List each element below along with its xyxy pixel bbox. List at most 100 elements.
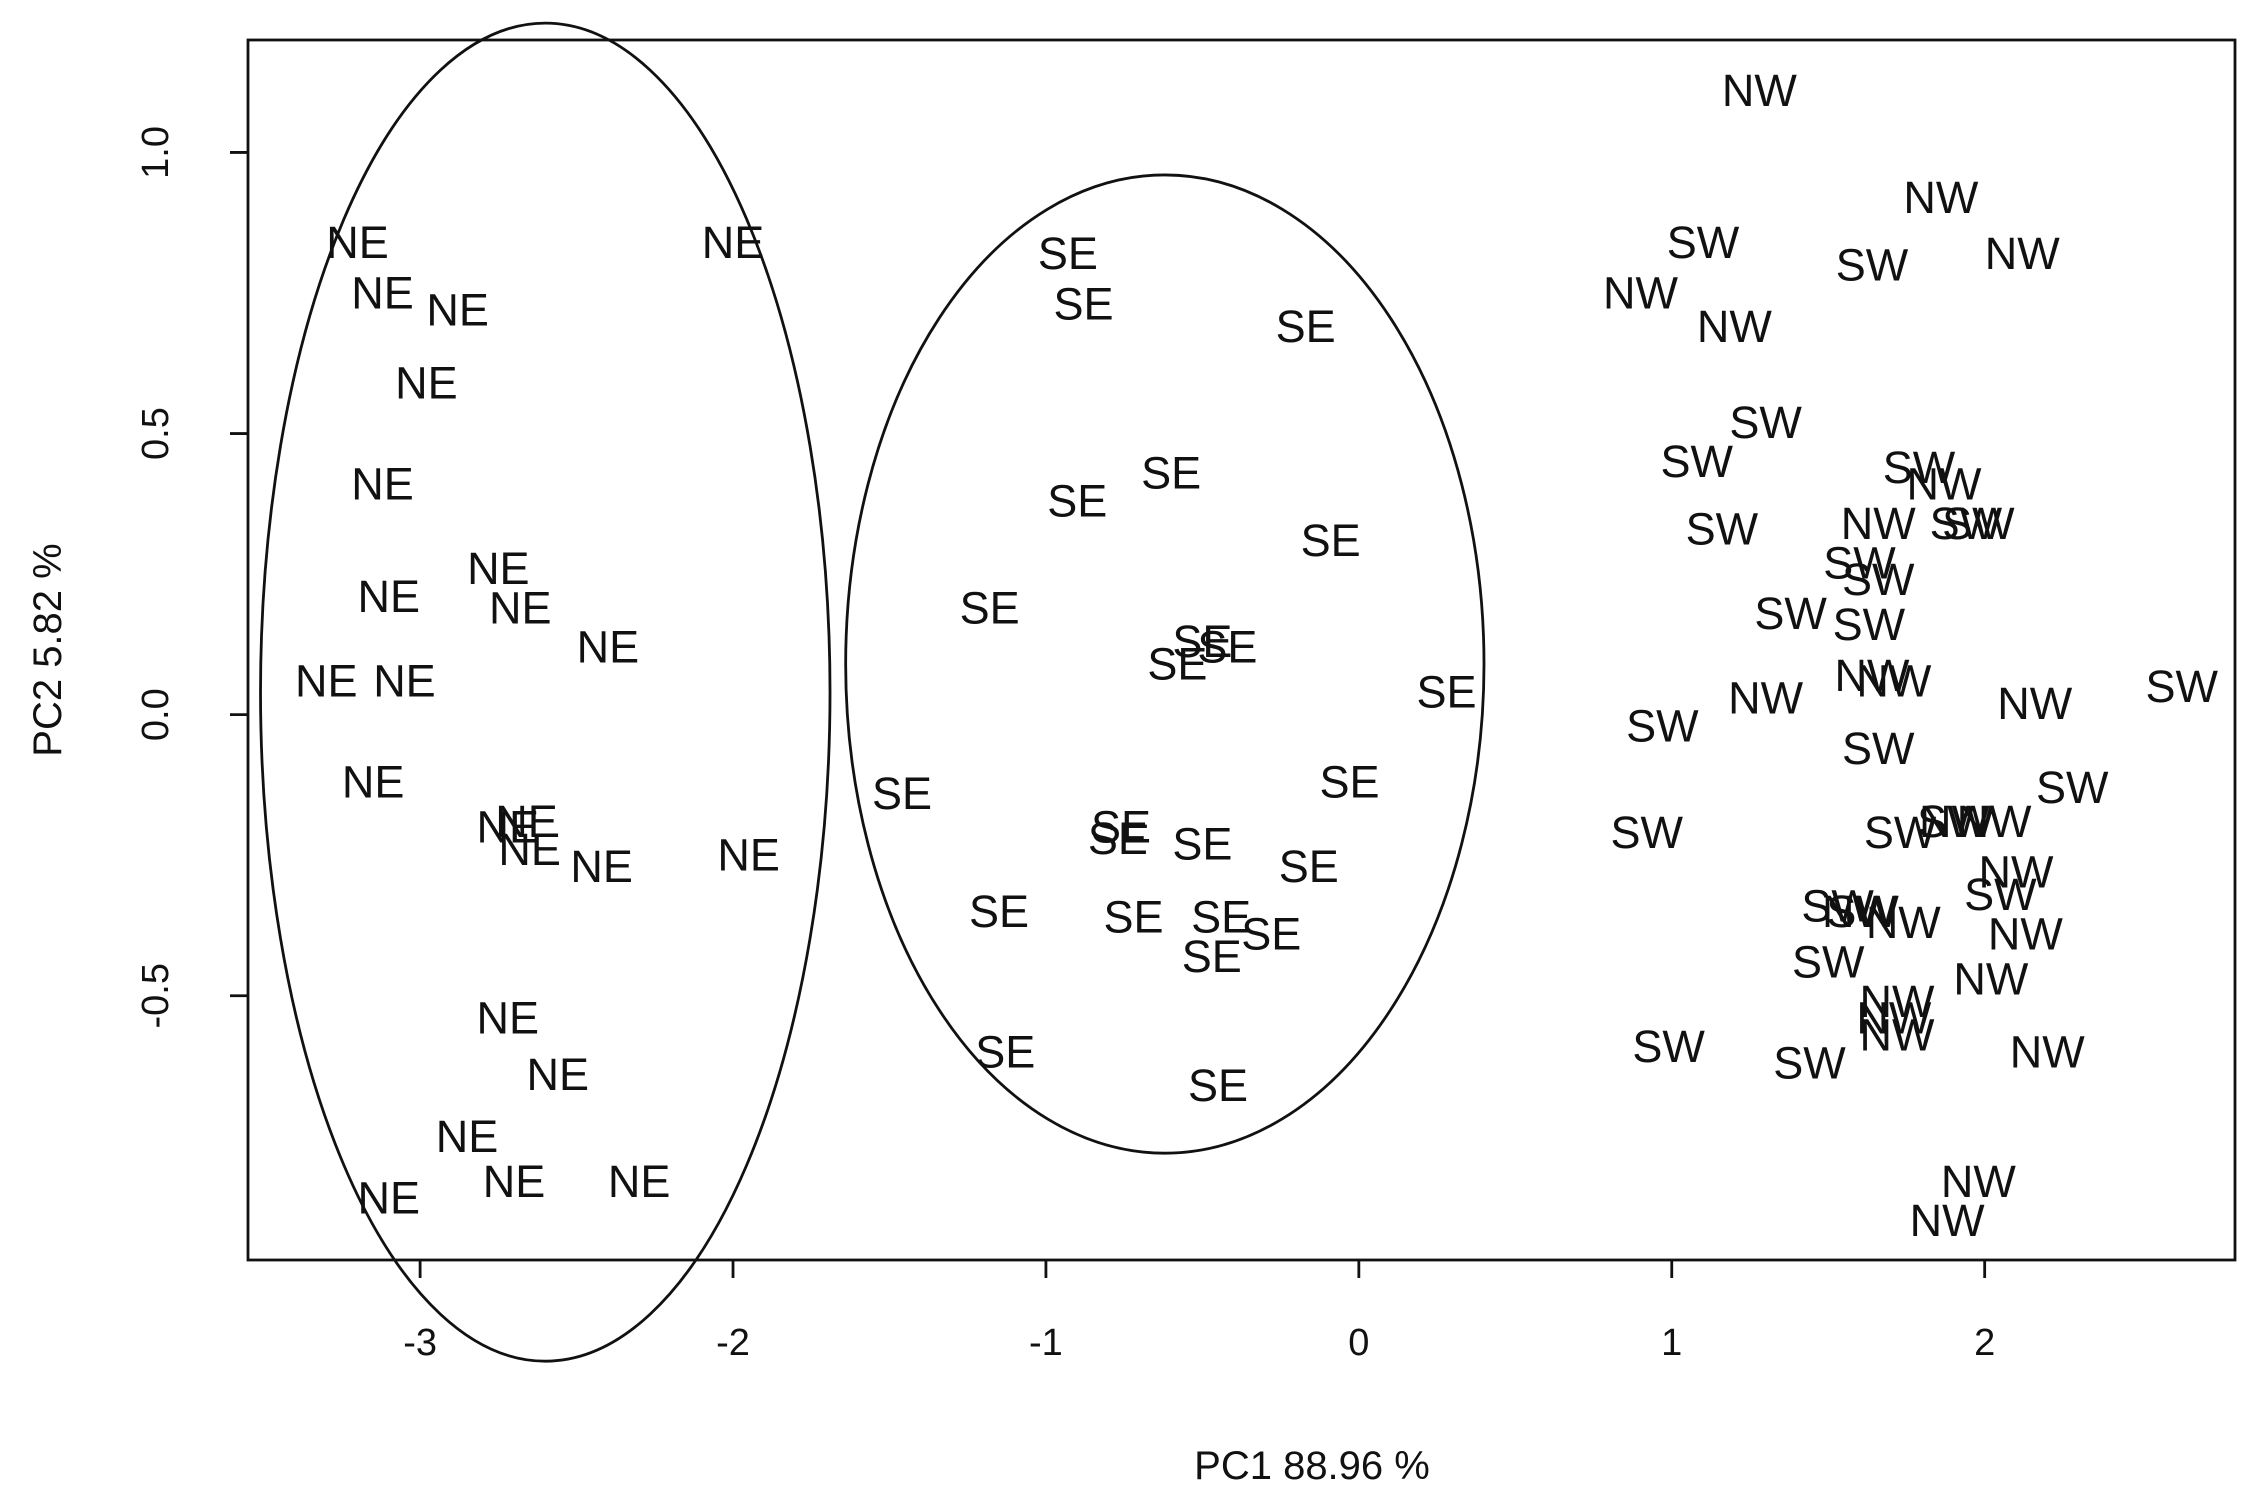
point-ne: NE xyxy=(351,267,414,318)
point-ne: NE xyxy=(295,655,358,706)
y-tick-label: 0.0 xyxy=(135,688,177,741)
point-ne: NE xyxy=(373,655,436,706)
point-sw: SW xyxy=(2036,762,2109,813)
point-nw: NW xyxy=(1860,976,1935,1027)
point-se: SE xyxy=(975,1026,1035,1077)
point-sw: SW xyxy=(1661,436,1734,487)
point-nw: NW xyxy=(1953,953,2028,1004)
point-ne: NE xyxy=(395,357,458,408)
cluster-ellipse-se xyxy=(844,173,1486,1155)
point-ne: NE xyxy=(483,1156,546,1207)
point-sw: SW xyxy=(1626,700,1699,751)
point-se: SE xyxy=(1197,622,1257,673)
point-se: SE xyxy=(872,768,932,819)
point-se: SE xyxy=(1241,908,1301,959)
point-nw: NW xyxy=(1903,172,1978,223)
point-sw: SW xyxy=(1801,880,1874,931)
point-sw: SW xyxy=(1864,807,1937,858)
point-sw: SW xyxy=(1792,937,1865,988)
point-nw: NW xyxy=(1919,796,1994,847)
point-ne: NE xyxy=(717,830,780,881)
point-ne: NE xyxy=(608,1156,671,1207)
y-tick-label: 1.0 xyxy=(135,126,177,179)
point-se: SE xyxy=(1191,892,1251,943)
point-ne: NE xyxy=(498,824,561,875)
point-sw: SW xyxy=(1823,537,1896,588)
x-tick-label: 2 xyxy=(1974,1322,1995,1364)
point-ne: NE xyxy=(342,757,405,808)
point-se: SE xyxy=(1276,301,1336,352)
point-sw: SW xyxy=(1836,239,1909,290)
point-se: SE xyxy=(1147,639,1207,690)
point-ne: NE xyxy=(476,802,539,853)
point-ne: NE xyxy=(326,217,389,268)
point-se: SE xyxy=(960,582,1020,633)
y-tick-label: -0.5 xyxy=(135,963,177,1028)
point-sw: SW xyxy=(1842,554,1915,605)
point-se: SE xyxy=(969,886,1029,937)
point-nw: NW xyxy=(1910,1195,1985,1246)
point-nw: NW xyxy=(1957,796,2032,847)
point-nw: NW xyxy=(1985,228,2060,279)
point-se: SE xyxy=(1416,667,1476,718)
point-ne: NE xyxy=(495,796,558,847)
point-nw: NW xyxy=(2010,1026,2085,1077)
point-se: SE xyxy=(1301,515,1361,566)
point-ne: NE xyxy=(570,841,633,892)
point-ne: NE xyxy=(577,622,640,673)
plot-frame xyxy=(246,38,2237,1262)
cluster-ellipses xyxy=(259,21,1486,1363)
point-nw: NW xyxy=(1841,498,1916,549)
point-se: SE xyxy=(1172,818,1232,869)
x-tick-label: -3 xyxy=(403,1322,437,1364)
point-ne: NE xyxy=(527,1049,590,1100)
x-tick-label: 0 xyxy=(1348,1322,1369,1364)
point-sw: SW xyxy=(1632,1021,1705,1072)
point-sw: SW xyxy=(1964,869,2037,920)
point-nw: NW xyxy=(1941,1156,2016,1207)
point-nw: NW xyxy=(1856,993,1931,1044)
x-tick-label: -2 xyxy=(716,1322,750,1364)
point-sw: SW xyxy=(1610,807,1683,858)
point-ne: NE xyxy=(476,993,539,1044)
point-sw: SW xyxy=(1729,397,1802,448)
point-nw: NW xyxy=(1603,267,1678,318)
point-nw: NW xyxy=(1906,459,1981,510)
x-axis-label: PC1 88.96 % xyxy=(1194,1444,1430,1488)
point-se: SE xyxy=(1091,802,1151,853)
point-sw: SW xyxy=(2146,661,2219,712)
point-ne: NE xyxy=(351,459,414,510)
point-se: SE xyxy=(1047,476,1107,527)
point-ne: NE xyxy=(702,217,765,268)
y-tick-label: 0.5 xyxy=(135,407,177,460)
point-nw: NW xyxy=(1988,908,2063,959)
point-sw: SW xyxy=(1842,723,1915,774)
point-nw: NW xyxy=(1835,650,1910,701)
point-ne: NE xyxy=(426,284,489,335)
y-axis: -0.5 0.0 0.5 1.0 xyxy=(135,126,248,1029)
point-sw: SW xyxy=(1686,504,1759,555)
point-ne: NE xyxy=(467,543,530,594)
point-se: SE xyxy=(1319,757,1379,808)
x-tick-label: 1 xyxy=(1661,1322,1682,1364)
point-se: SE xyxy=(1038,228,1098,279)
point-sw: SW xyxy=(1883,442,1956,493)
point-sw: SW xyxy=(1773,1038,1846,1089)
point-nw: NW xyxy=(1822,886,1897,937)
point-nw: NW xyxy=(1697,301,1772,352)
point-nw: NW xyxy=(1978,847,2053,898)
y-axis-label: PC2 5.82 % xyxy=(26,543,70,756)
cluster-ellipse-ne xyxy=(259,21,832,1363)
point-sw: SW xyxy=(1833,599,1906,650)
point-nw: NW xyxy=(1866,897,1941,948)
point-nw: NW xyxy=(1860,1010,1935,1061)
x-axis: -3 -2 -1 0 1 2 xyxy=(403,1260,1995,1364)
x-tick-label: -1 xyxy=(1029,1322,1063,1364)
point-sw: SW xyxy=(1917,796,1990,847)
point-nw: NW xyxy=(1856,655,1931,706)
point-nw: NW xyxy=(1722,65,1797,116)
point-se: SE xyxy=(1088,813,1148,864)
point-ne: NE xyxy=(489,582,552,633)
point-sw: SW xyxy=(1826,886,1899,937)
